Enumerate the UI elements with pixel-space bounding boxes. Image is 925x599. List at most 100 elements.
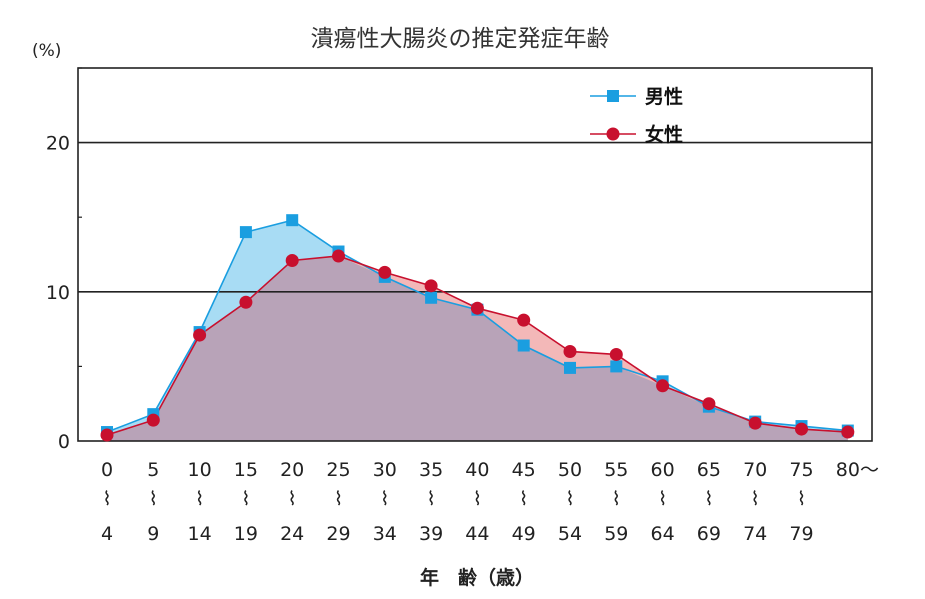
x-tick-to: 24 <box>280 523 304 545</box>
x-tick-from: 10 <box>188 459 212 481</box>
x-tick-separator: ⌇ <box>473 488 482 510</box>
x-tick-label-5: 5 ⌇ 9 <box>147 459 159 545</box>
x-tick-separator: ⌇ <box>519 488 528 510</box>
point-女性 <box>795 422 808 436</box>
x-tick-to: 9 <box>147 523 159 545</box>
x-tick-label-80～: 80～ <box>836 459 879 481</box>
plot-frame <box>77 67 873 442</box>
point-女性 <box>378 265 392 279</box>
x-tick-from: 65 <box>697 459 721 481</box>
point-男性 <box>517 339 530 352</box>
x-tick-from: 20 <box>280 459 304 481</box>
x-tick-separator: ⌇ <box>612 488 621 510</box>
point-女性 <box>517 313 531 327</box>
point-女性 <box>285 253 299 267</box>
x-tick-to: 34 <box>373 523 397 545</box>
legend-label-女性: 女性 <box>645 123 683 146</box>
x-tick-separator: ⌇ <box>751 488 760 510</box>
point-女性 <box>332 249 345 263</box>
x-tick-from: 55 <box>604 459 628 481</box>
legend-marker-女性 <box>606 127 620 141</box>
x-tick-separator: ⌇ <box>426 488 435 510</box>
x-tick-label-0: 0 ⌇ 4 <box>101 459 113 545</box>
x-tick-label-70: 70 ⌇ 74 <box>743 459 767 545</box>
point-女性 <box>193 328 207 342</box>
x-tick-separator: ⌇ <box>704 488 713 510</box>
legend-marker-男性 <box>607 90 619 102</box>
x-tick-to: 69 <box>697 523 721 545</box>
x-tick-label-30: 30 ⌇ 34 <box>373 459 397 545</box>
x-tick-from: 0 <box>101 459 113 481</box>
legend-label-男性: 男性 <box>645 85 683 108</box>
x-tick-separator: ⌇ <box>241 488 250 510</box>
x-tick-to: 59 <box>604 523 628 545</box>
x-tick-to: 64 <box>651 523 675 545</box>
x-tick-to: 29 <box>326 523 350 545</box>
x-axis-label: 年 齢（歳） <box>420 566 534 589</box>
x-tick-label-50: 50 ⌇ 54 <box>558 459 582 545</box>
x-tick-from: 80～ <box>836 459 879 481</box>
x-tick-from: 15 <box>234 459 258 481</box>
x-tick-to: 44 <box>465 523 489 545</box>
series-area-overlap <box>107 255 848 441</box>
x-tick-from: 60 <box>651 459 675 481</box>
x-tick-to: 49 <box>512 523 536 545</box>
x-tick-label-25: 25 ⌇ 29 <box>326 459 350 545</box>
x-tick-label-75: 75 ⌇ 79 <box>789 459 813 545</box>
plot-area: 010200⌇45⌇910⌇1415⌇1920⌇2425⌇2930⌇3435⌇3… <box>46 67 879 545</box>
x-tick-label-35: 35 ⌇ 39 <box>419 459 443 545</box>
x-tick-from: 5 <box>147 459 159 481</box>
x-tick-to: 39 <box>419 523 443 545</box>
point-女性 <box>702 397 716 411</box>
point-男性 <box>425 291 438 304</box>
x-tick-from: 40 <box>465 459 489 481</box>
x-tick-separator: ⌇ <box>658 488 667 510</box>
x-tick-label-40: 40 ⌇ 44 <box>465 459 489 545</box>
y-tick-label-20: 20 <box>46 133 70 155</box>
point-女性 <box>609 347 623 361</box>
point-女性 <box>146 413 160 427</box>
x-tick-from: 35 <box>419 459 443 481</box>
x-tick-separator: ⌇ <box>195 488 204 510</box>
x-tick-label-65: 65 ⌇ 69 <box>697 459 721 545</box>
point-男性 <box>286 214 299 227</box>
x-tick-to: 54 <box>558 523 582 545</box>
x-tick-from: 50 <box>558 459 582 481</box>
y-tick-label-10: 10 <box>46 282 70 304</box>
point-女性 <box>748 416 762 430</box>
chart-title: 潰瘍性大腸炎の推定発症年齢 <box>311 26 610 52</box>
point-男性 <box>610 360 623 373</box>
x-tick-from: 45 <box>512 459 536 481</box>
x-tick-label-60: 60 ⌇ 64 <box>651 459 675 545</box>
x-tick-label-20: 20 ⌇ 24 <box>280 459 304 545</box>
y-unit-label: (%) <box>32 41 61 61</box>
point-女性 <box>563 344 577 358</box>
x-tick-to: 4 <box>101 523 113 545</box>
y-tick-label-0: 0 <box>58 431 70 453</box>
point-男性 <box>564 361 576 374</box>
point-女性 <box>424 279 438 293</box>
x-tick-to: 79 <box>789 523 813 545</box>
point-女性 <box>100 428 114 442</box>
point-男性 <box>239 226 252 239</box>
x-tick-to: 19 <box>234 523 258 545</box>
x-tick-from: 75 <box>789 459 813 481</box>
x-tick-label-45: 45 ⌇ 49 <box>512 459 536 545</box>
point-女性 <box>841 425 855 439</box>
point-女性 <box>470 301 484 315</box>
x-tick-label-10: 10 ⌇ 14 <box>188 459 212 545</box>
x-tick-from: 30 <box>373 459 397 481</box>
x-tick-separator: ⌇ <box>102 488 111 510</box>
x-tick-separator: ⌇ <box>565 488 574 510</box>
x-tick-to: 14 <box>188 523 212 545</box>
x-tick-label-15: 15 ⌇ 19 <box>234 459 258 545</box>
area-layer <box>107 220 848 441</box>
x-tick-separator: ⌇ <box>149 488 158 510</box>
x-tick-separator: ⌇ <box>288 488 297 510</box>
point-女性 <box>656 379 670 393</box>
x-tick-to: 74 <box>743 523 767 545</box>
point-女性 <box>239 295 253 309</box>
x-tick-separator: ⌇ <box>334 488 343 510</box>
